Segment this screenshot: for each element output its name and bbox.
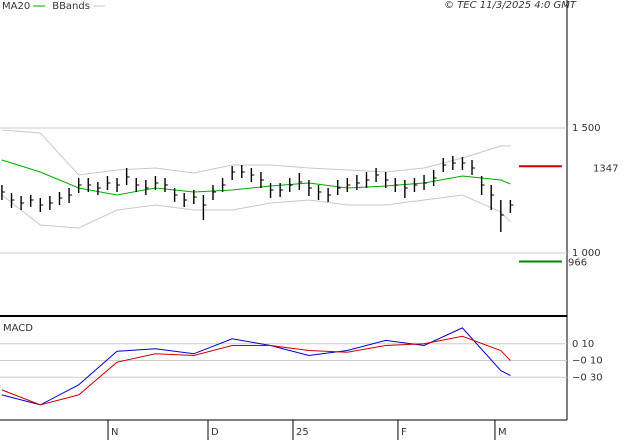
y-tick-label: 0 10 [572, 339, 594, 350]
panel-title: MACD [3, 323, 33, 334]
y-tick-label: 1 500 [572, 123, 601, 134]
x-tick-label: N [111, 427, 118, 438]
x-tick-label: M [498, 427, 507, 438]
level-label: 1347 [593, 163, 618, 174]
y-tick-label: −0 30 [572, 372, 603, 383]
band-upper [1, 129, 511, 176]
x-tick-label: F [401, 427, 407, 438]
band-lower [1, 194, 511, 229]
source: © TEC 11/3/2025 4:0 GMT [444, 0, 577, 11]
legend-label: BBands [52, 1, 90, 12]
x-tick-label: 25 [296, 427, 309, 438]
legend-label: MA20 [2, 1, 30, 12]
x-tick-label: D [211, 427, 219, 438]
macd-line [1, 335, 511, 406]
level-label: 966 [568, 258, 587, 269]
y-tick-label: 1 000 [572, 248, 601, 259]
y-tick-label: −0 10 [572, 356, 603, 367]
plot-background [0, 0, 567, 420]
